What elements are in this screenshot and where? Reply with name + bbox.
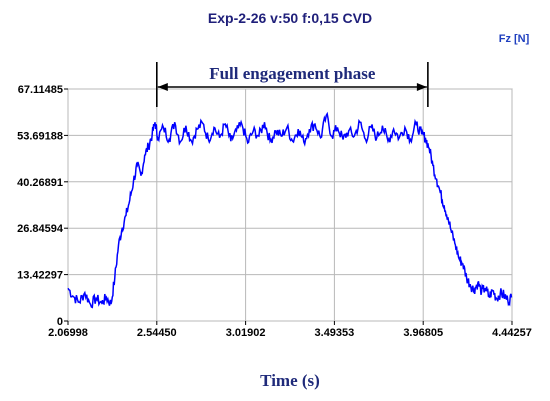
- annotation-label: Full engagement phase: [209, 64, 376, 83]
- x-tick-label: 4.44257: [492, 327, 532, 339]
- x-tick-label: 2.54450: [137, 327, 177, 339]
- annotation-arrowhead-left: [157, 83, 168, 91]
- y-tick-label: 26.84594: [17, 223, 64, 235]
- x-axis-label: Time (s): [260, 371, 320, 390]
- x-tick-label: 3.49353: [315, 327, 355, 339]
- plot-area: [67, 88, 513, 322]
- chart-title: Exp-2-26 v:50 f:0,15 CVD: [208, 10, 372, 26]
- y-tick-label: 40.26891: [17, 177, 63, 189]
- annotation: Full engagement phase: [156, 62, 429, 107]
- y-axis-ticks: 0 13.42297 26.84594 40.26891 53.69188 67.1148…: [17, 84, 68, 328]
- series-line-fz: [67, 111, 513, 309]
- x-tick-label: 3.96805: [403, 327, 443, 339]
- y-tick-label: 13.42297: [17, 270, 63, 282]
- annotation-arrowhead-right: [416, 83, 427, 91]
- y-tick-label: 53.69188: [17, 130, 63, 142]
- y-axis-unit-label: Fz [N]: [499, 33, 530, 45]
- x-tick-label: 3.01902: [226, 327, 266, 339]
- y-tick-label: 67.11485: [18, 84, 63, 96]
- x-tick-label: 2.06998: [48, 327, 88, 339]
- annotation-label-background: [174, 64, 411, 84]
- x-axis-ticks: 2.06998 2.54450 3.01902 3.49353 3.96805 4.442…: [48, 321, 532, 339]
- y-tick-label: 0: [57, 316, 63, 328]
